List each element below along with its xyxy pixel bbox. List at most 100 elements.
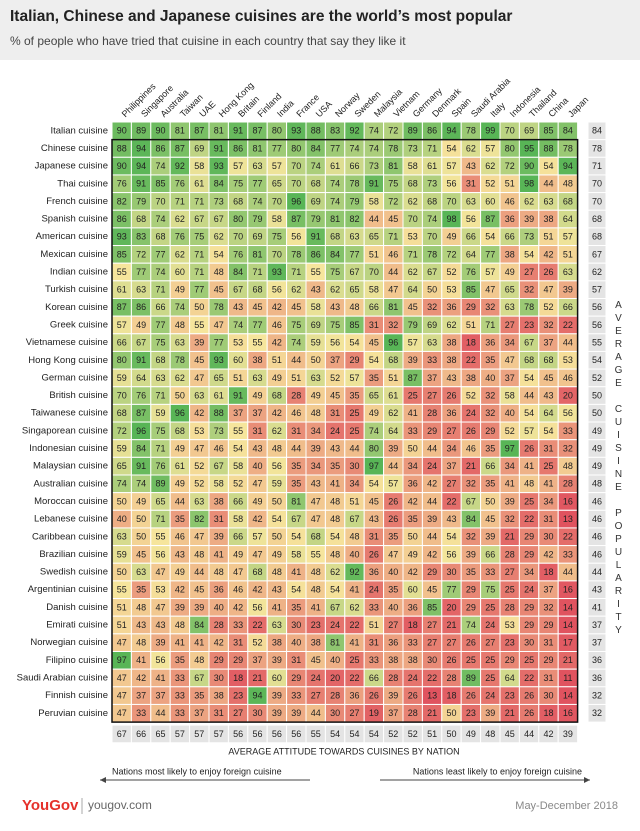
cell-value: 44 — [427, 443, 437, 453]
cell-value: 25 — [349, 426, 359, 436]
cell-value: 70 — [117, 390, 127, 400]
cell-value: 70 — [291, 161, 301, 171]
cell-value: 48 — [311, 408, 321, 418]
cell-value: 95 — [524, 143, 534, 153]
cell-value: 50 — [446, 708, 456, 718]
cell-value: 33 — [175, 691, 185, 701]
cell-value: 44 — [349, 443, 359, 453]
cell-value: 26 — [466, 638, 476, 648]
cell-value: 54 — [233, 443, 243, 453]
cell-value: 18 — [466, 338, 476, 348]
cell-value: 30 — [214, 673, 224, 683]
cell-value: 48 — [136, 638, 146, 648]
column-average-value: 50 — [446, 729, 456, 739]
cell-value: 93 — [291, 126, 301, 136]
cell-value: 25 — [524, 496, 534, 506]
cell-value: 71 — [291, 267, 301, 277]
cell-value: 18 — [233, 673, 243, 683]
column-average-value: 39 — [563, 729, 573, 739]
cell-value: 62 — [330, 567, 340, 577]
cell-value: 42 — [214, 638, 224, 648]
cell-value: 52 — [252, 638, 262, 648]
cell-value: 43 — [175, 549, 185, 559]
cell-value: 56 — [291, 232, 301, 242]
cell-value: 89 — [136, 126, 146, 136]
cell-value: 50 — [272, 532, 282, 542]
cell-value: 32 — [524, 285, 534, 295]
cell-value: 20 — [330, 673, 340, 683]
header-band — [0, 0, 640, 60]
row-label: Korean cuisine — [45, 302, 108, 313]
cell-value: 64 — [543, 408, 553, 418]
cell-value: 80 — [233, 214, 243, 224]
cell-value: 78 — [349, 179, 359, 189]
cell-value: 47 — [485, 285, 495, 295]
row-label: Emirati cuisine — [46, 620, 108, 631]
average-value: 70 — [592, 196, 602, 206]
cell-value: 74 — [369, 126, 379, 136]
cell-value: 84 — [563, 126, 573, 136]
cell-value: 66 — [466, 232, 476, 242]
cell-value: 31 — [543, 443, 553, 453]
cell-value: 78 — [291, 249, 301, 259]
cell-value: 25 — [349, 408, 359, 418]
cell-value: 25 — [543, 461, 553, 471]
cell-value: 39 — [272, 708, 282, 718]
cell-value: 39 — [388, 443, 398, 453]
cell-value: 21 — [466, 461, 476, 471]
average-value: 68 — [592, 232, 602, 242]
cell-value: 26 — [369, 549, 379, 559]
cell-value: 63 — [155, 373, 165, 383]
cell-value: 42 — [252, 514, 262, 524]
cell-value: 63 — [563, 267, 573, 277]
row-label: Finnish cuisine — [45, 690, 108, 701]
cell-value: 43 — [466, 161, 476, 171]
cell-value: 50 — [117, 496, 127, 506]
cell-value: 31 — [214, 514, 224, 524]
cell-value: 46 — [466, 443, 476, 453]
cell-value: 33 — [136, 708, 146, 718]
cell-value: 80 — [117, 355, 127, 365]
cell-value: 39 — [175, 602, 185, 612]
cell-value: 71 — [252, 267, 262, 277]
cell-value: 50 — [175, 390, 185, 400]
cell-value: 39 — [155, 638, 165, 648]
cell-value: 64 — [466, 249, 476, 259]
cell-value: 76 — [136, 390, 146, 400]
cell-value: 60 — [272, 673, 282, 683]
cell-value: 40 — [291, 638, 301, 648]
cell-value: 35 — [291, 479, 301, 489]
cell-value: 49 — [136, 496, 146, 506]
cell-value: 53 — [563, 355, 573, 365]
cell-value: 55 — [117, 267, 127, 277]
row-label: Swedish cuisine — [40, 567, 108, 578]
cell-value: 79 — [252, 214, 262, 224]
cell-value: 62 — [330, 285, 340, 295]
cell-value: 52 — [485, 179, 495, 189]
cell-value: 37 — [446, 461, 456, 471]
cell-value: 24 — [311, 673, 321, 683]
cell-value: 32 — [563, 443, 573, 453]
cell-value: 57 — [408, 338, 418, 348]
cell-value: 54 — [369, 355, 379, 365]
cell-value: 61 — [194, 179, 204, 189]
cell-value: 35 — [466, 567, 476, 577]
cell-value: 78 — [214, 302, 224, 312]
cell-value: 49 — [252, 496, 262, 506]
cell-value: 50 — [194, 302, 204, 312]
cell-value: 38 — [272, 638, 282, 648]
cell-value: 57 — [485, 267, 495, 277]
cell-value: 64 — [563, 214, 573, 224]
cell-value: 76 — [155, 461, 165, 471]
cell-value: 75 — [291, 320, 301, 330]
cell-value: 88 — [311, 126, 321, 136]
cell-value: 67 — [524, 338, 534, 348]
cell-value: 74 — [291, 338, 301, 348]
cell-value: 51 — [117, 602, 127, 612]
cell-value: 29 — [543, 620, 553, 630]
cell-value: 67 — [291, 514, 301, 524]
cell-value: 38 — [252, 355, 262, 365]
cell-value: 36 — [408, 479, 418, 489]
cell-value: 26 — [369, 691, 379, 701]
cell-value: 68 — [252, 285, 262, 295]
